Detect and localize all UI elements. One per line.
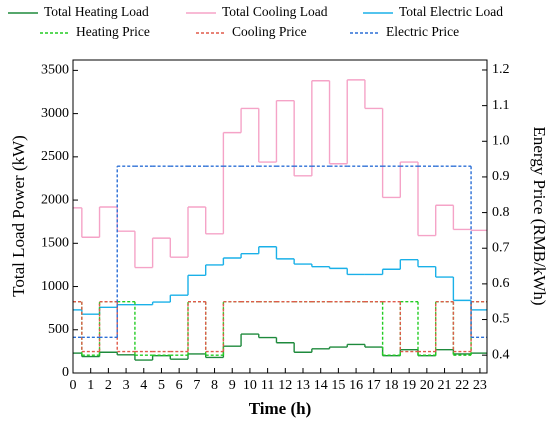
x-axis-label: Time (h): [249, 399, 312, 418]
x-tick-label: 3: [123, 378, 130, 393]
x-tick-label: 15: [331, 378, 345, 393]
x-tick-label: 0: [70, 378, 77, 393]
x-tick-label: 9: [229, 378, 236, 393]
legend-label: Cooling Price: [232, 24, 307, 39]
x-tick-label: 22: [455, 378, 469, 393]
y-tick-label: 1500: [41, 236, 69, 251]
x-tick-label: 11: [261, 378, 274, 393]
x-tick-label: 17: [367, 378, 381, 393]
legend-label: Total Cooling Load: [222, 4, 328, 19]
y2-tick-label: 1.2: [492, 62, 510, 77]
y2-tick-label: 0.4: [492, 347, 510, 362]
x-tick-label: 14: [314, 378, 328, 393]
x-tick-label: 5: [158, 378, 165, 393]
y2-tick-label: 1.1: [492, 98, 510, 113]
y2-tick-label: 0.5: [492, 312, 510, 327]
x-tick-label: 4: [140, 378, 147, 393]
y-tick-label: 2500: [41, 149, 69, 164]
y-tick-label: 3000: [41, 106, 69, 121]
x-tick-label: 16: [349, 378, 363, 393]
y2-tick-label: 1.0: [492, 133, 510, 148]
x-tick-label: 7: [193, 378, 200, 393]
x-tick-label: 20: [420, 378, 434, 393]
y-tick-label: 500: [48, 322, 69, 337]
y-axis-label: Total Load Power (kW): [9, 135, 28, 297]
legend-label: Electric Price: [386, 24, 459, 39]
legend-label: Total Electric Load: [399, 4, 503, 19]
x-tick-label: 12: [278, 378, 292, 393]
y-tick-label: 3500: [41, 63, 69, 78]
legend-label: Total Heating Load: [44, 4, 149, 19]
x-tick-label: 19: [402, 378, 416, 393]
y-tick-label: 2000: [41, 192, 69, 207]
x-tick-label: 13: [296, 378, 310, 393]
y2-tick-label: 0.8: [492, 205, 510, 220]
x-tick-label: 8: [211, 378, 218, 393]
x-tick-label: 21: [438, 378, 452, 393]
y-tick-label: 0: [62, 365, 69, 380]
plot-frame: [72, 59, 488, 374]
y-tick-label: 1000: [41, 279, 69, 294]
legend-label: Heating Price: [76, 24, 150, 39]
x-tick-label: 23: [473, 378, 487, 393]
y2-tick-label: 0.9: [492, 169, 510, 184]
x-tick-label: 1: [87, 378, 94, 393]
y2-tick-label: 0.7: [492, 240, 510, 255]
y2-tick-label: 0.6: [492, 276, 510, 291]
x-tick-label: 10: [243, 378, 257, 393]
x-tick-label: 2: [105, 378, 112, 393]
x-tick-label: 18: [384, 378, 398, 393]
x-tick-label: 6: [176, 378, 183, 393]
y2-axis-label: Energy Price (RMB/kWh): [530, 126, 549, 305]
